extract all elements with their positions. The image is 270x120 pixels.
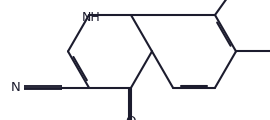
- Text: O: O: [126, 115, 136, 120]
- Text: N: N: [11, 81, 21, 94]
- Text: NH: NH: [82, 11, 100, 24]
